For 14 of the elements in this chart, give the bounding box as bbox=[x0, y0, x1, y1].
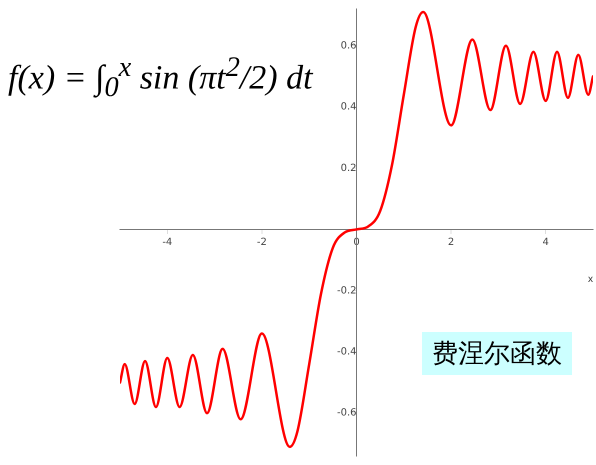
x-tick-label: 2 bbox=[448, 237, 454, 248]
annotation: f(x) = ∫$_{0}$$^{x}$ sin (πt$^{2}$/2) dt bbox=[8, 52, 313, 104]
y-tick-label: 0.4 bbox=[340, 102, 356, 113]
line-series bbox=[120, 10, 593, 448]
x-axis-title: x bbox=[588, 274, 593, 286]
x-tick-label: -2 bbox=[256, 237, 267, 248]
y-tick-label: -0.2 bbox=[336, 285, 356, 296]
y-tick-label: 0.6 bbox=[340, 40, 356, 52]
y-tick-label: -0.6 bbox=[336, 408, 356, 419]
x-tick-label: 4 bbox=[542, 237, 549, 248]
annotation: 费涅尔函数 bbox=[422, 332, 572, 375]
y-tick-label: 0.2 bbox=[340, 162, 356, 174]
x-tick-label: -4 bbox=[162, 237, 172, 248]
y-tick-label: -0.4 bbox=[336, 346, 356, 358]
